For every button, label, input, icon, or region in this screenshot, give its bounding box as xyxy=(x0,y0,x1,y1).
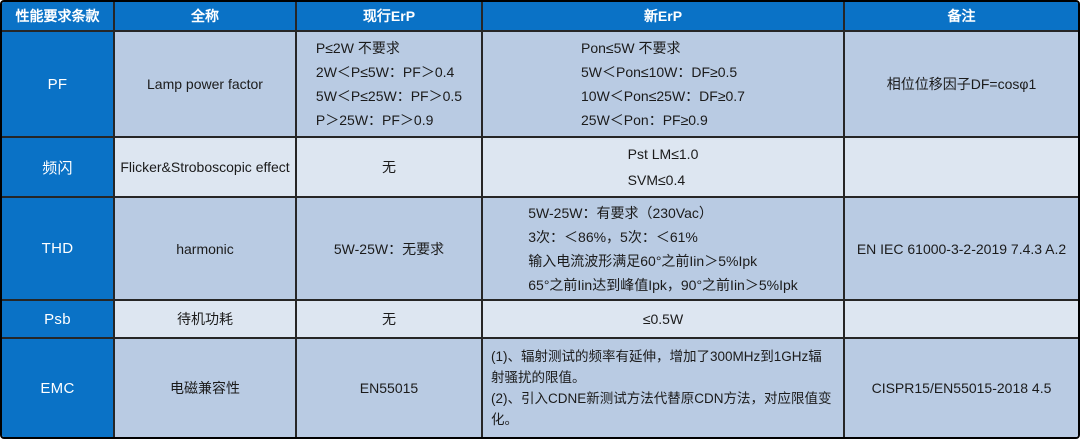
header-cell-new-erp: 新ErP xyxy=(483,2,845,32)
psb-full-name-cell: 待机功耗 xyxy=(115,301,297,339)
pf-full-name-cell: Lamp power factor xyxy=(115,32,297,138)
thd-remark-text: EN IEC 61000-3-2-2019 7.4.3 A.2 xyxy=(856,240,1067,257)
flicker-new-erp-text: Pst LM≤1.0 SVM≤0.4 xyxy=(627,146,699,188)
emc-current-erp-cell: EN55015 xyxy=(297,339,483,437)
psb-current-erp-cell: 无 xyxy=(297,301,483,339)
table-row-flicker: 频闪 Flicker&Stroboscopic effect 无 Pst LM≤… xyxy=(2,138,1078,198)
table-row-pf: PF Lamp power factor P≤2W 不要求 2W＜P≤5W：PF… xyxy=(2,32,1078,138)
emc-new-erp-cell: (1)、辐射测试的频率有延伸，增加了300MHz到1GHz辐射骚扰的限值。 (2… xyxy=(483,339,845,437)
psb-remark-cell xyxy=(845,301,1078,339)
pf-clause-cell: PF xyxy=(2,32,115,138)
psb-new-erp-cell: ≤0.5W xyxy=(483,301,845,339)
pf-remark-text: 相位位移因子DF=cosφ1 xyxy=(886,76,1037,92)
header-cell-clause: 性能要求条款 xyxy=(2,2,115,32)
emc-full-name-cell: 电磁兼容性 xyxy=(115,339,297,437)
pf-new-erp-text: Pon≤5W 不要求 5W＜Pon≤10W：DF≥0.5 10W＜Pon≤25W… xyxy=(581,40,745,128)
flicker-current-erp-cell: 无 xyxy=(297,138,483,198)
pf-current-erp-cell: P≤2W 不要求 2W＜P≤5W：PF＞0.4 5W＜P≤25W：PF＞0.5 … xyxy=(297,32,483,138)
thd-clause-cell: THD xyxy=(2,198,115,301)
flicker-new-erp-cell: Pst LM≤1.0 SVM≤0.4 xyxy=(483,138,845,198)
table-header-row: 性能要求条款 全称 现行ErP 新ErP 备注 xyxy=(2,2,1078,32)
header-cell-remark: 备注 xyxy=(845,2,1078,32)
header-cell-full-name: 全称 xyxy=(115,2,297,32)
flicker-clause-cell: 频闪 xyxy=(2,138,115,198)
emc-remark-cell: CISPR15/EN55015-2018 4.5 xyxy=(845,339,1078,437)
pf-remark-cell: 相位位移因子DF=cosφ1 xyxy=(845,32,1078,138)
thd-new-erp-text: 5W-25W：有要求（230Vac） 3次：＜86%，5次：＜61% 输入电流波… xyxy=(528,204,798,293)
pf-current-erp-text: P≤2W 不要求 2W＜P≤5W：PF＞0.4 5W＜P≤25W：PF＞0.5 … xyxy=(315,40,463,128)
emc-new-erp-text: (1)、辐射测试的频率有延伸，增加了300MHz到1GHz辐射骚扰的限值。 (2… xyxy=(491,349,832,427)
pf-new-erp-cell: Pon≤5W 不要求 5W＜Pon≤10W：DF≥0.5 10W＜Pon≤25W… xyxy=(483,32,845,138)
thd-full-name-cell: harmonic xyxy=(115,198,297,301)
table-row-thd: THD harmonic 5W-25W：无要求 5W-25W：有要求（230Va… xyxy=(2,198,1078,301)
table-row-emc: EMC 电磁兼容性 EN55015 (1)、辐射测试的频率有延伸，增加了300M… xyxy=(2,339,1078,437)
table-row-psb: Psb 待机功耗 无 ≤0.5W xyxy=(2,301,1078,339)
psb-clause-cell: Psb xyxy=(2,301,115,339)
thd-current-erp-cell: 5W-25W：无要求 xyxy=(297,198,483,301)
thd-new-erp-cell: 5W-25W：有要求（230Vac） 3次：＜86%，5次：＜61% 输入电流波… xyxy=(483,198,845,301)
flicker-full-name-cell: Flicker&Stroboscopic effect xyxy=(115,138,297,198)
thd-remark-cell: EN IEC 61000-3-2-2019 7.4.3 A.2 xyxy=(845,198,1078,301)
emc-remark-text: CISPR15/EN55015-2018 4.5 xyxy=(871,380,1052,396)
emc-clause-cell: EMC xyxy=(2,339,115,437)
flicker-remark-cell xyxy=(845,138,1078,198)
header-cell-current-erp: 现行ErP xyxy=(297,2,483,32)
